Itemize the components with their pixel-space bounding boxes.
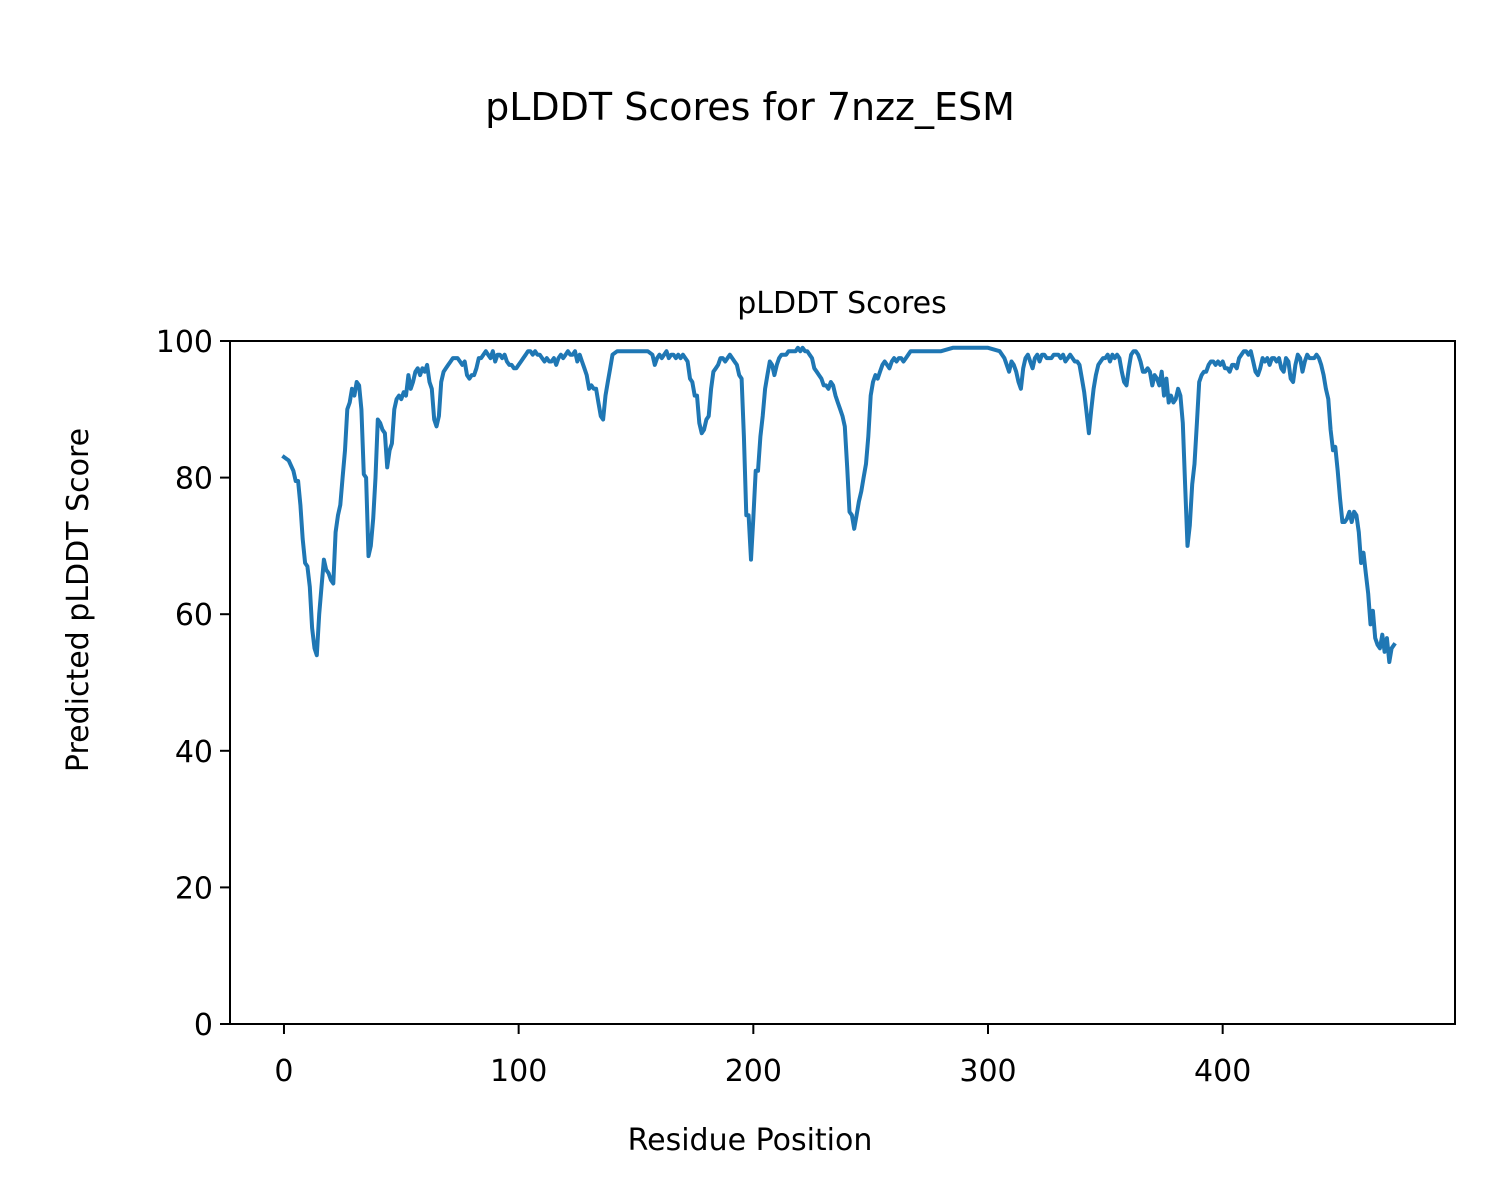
x-tick-label: 0 <box>274 1054 293 1089</box>
y-tick-label: 0 <box>194 1008 213 1043</box>
chart-title: pLDDT Scores <box>737 286 946 321</box>
y-axis: 0 20 40 60 80 100 <box>156 325 230 1043</box>
plot-area <box>281 345 1397 664</box>
x-tick-label: 200 <box>725 1054 782 1089</box>
x-tick-label: 300 <box>959 1054 1016 1089</box>
y-tick-label: 40 <box>175 735 213 770</box>
y-tick-label: 20 <box>175 871 213 906</box>
y-tick-label: 100 <box>156 325 213 360</box>
x-tick-label: 100 <box>490 1054 547 1089</box>
x-axis: 0 100 200 300 400 <box>274 1024 1251 1089</box>
x-axis-label: Residue Position <box>628 1123 873 1158</box>
series-line-0 <box>281 345 1397 664</box>
axes-frame <box>229 340 1456 1025</box>
x-tick-label: 400 <box>1194 1054 1251 1089</box>
y-tick-label: 60 <box>175 598 213 633</box>
y-tick-label: 80 <box>175 462 213 497</box>
y-axis-label: Predicted pLDDT Score <box>61 428 96 772</box>
figure-suptitle: pLDDT Scores for 7nzz_ESM <box>485 85 1015 129</box>
